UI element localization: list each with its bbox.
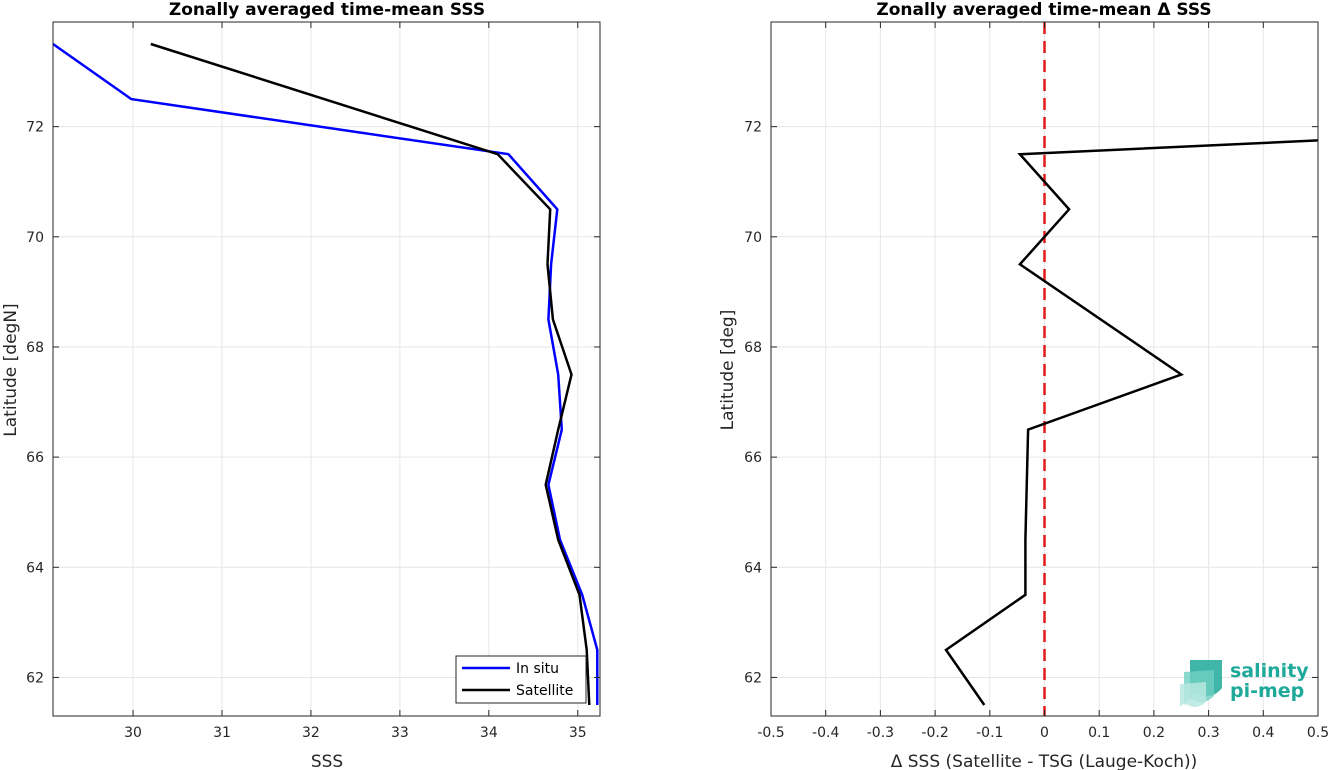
- y-tick-label: 72: [744, 120, 762, 136]
- y-tick-label: 72: [26, 120, 44, 136]
- right-y-axis-label: Latitude [deg]: [718, 310, 738, 431]
- left-chart-title: Zonally averaged time-mean SSS: [169, 0, 485, 20]
- x-tick-label: -0.5: [757, 725, 784, 741]
- legend-label-in-situ: In situ: [516, 661, 559, 677]
- x-tick-label: -0.4: [812, 725, 839, 741]
- x-tick-label: 33: [391, 725, 409, 741]
- y-tick-label: 70: [744, 230, 762, 246]
- x-tick-label: 0.1: [1088, 725, 1110, 741]
- x-tick-label: 34: [480, 725, 498, 741]
- y-tick-label: 64: [744, 560, 762, 576]
- left-axes-box: [52, 21, 601, 717]
- y-tick-label: 70: [26, 230, 44, 246]
- y-tick-label: 68: [744, 340, 762, 356]
- x-tick-label: -0.1: [976, 725, 1003, 741]
- x-tick-label: 0.4: [1252, 725, 1274, 741]
- left-series: [52, 42, 599, 706]
- left-grid: [53, 22, 600, 716]
- left-plot-area: [53, 22, 600, 716]
- right-axes: Zonally averaged time-mean Δ SSS -0.5 -0.…: [718, 0, 1329, 770]
- y-tick-label: 64: [26, 560, 44, 576]
- legend-label-satellite: Satellite: [516, 683, 573, 699]
- y-tick-label: 68: [26, 340, 44, 356]
- legend-box: [455, 655, 587, 704]
- legend: In situ Satellite: [455, 655, 587, 704]
- series-line-delta-sss: [944, 139, 1319, 706]
- series-line-in-situ: [52, 42, 599, 705]
- x-tick-label: 35: [569, 725, 587, 741]
- x-tick-label: -0.2: [921, 725, 948, 741]
- right-chart-title: Zonally averaged time-mean Δ SSS: [876, 0, 1211, 20]
- x-tick-label: 31: [213, 725, 231, 741]
- x-tick-label: -0.3: [867, 725, 894, 741]
- right-x-axis-label: Δ SSS (Satellite - TSG (Lauge-Koch)): [891, 752, 1198, 770]
- y-tick-label: 62: [26, 670, 44, 686]
- left-axes: Zonally averaged time-mean SSS 30 31 32 33 3…: [1, 0, 601, 770]
- x-tick-label: 0.2: [1143, 725, 1165, 741]
- left-x-axis-label: SSS: [311, 752, 343, 770]
- logo-line-2: pi-mep: [1230, 680, 1304, 702]
- x-tick-label: 0.3: [1197, 725, 1219, 741]
- y-tick-label: 66: [26, 450, 44, 466]
- x-tick-label: 0.5: [1307, 725, 1329, 741]
- x-tick-label: 30: [124, 725, 142, 741]
- y-tick-label: 66: [744, 450, 762, 466]
- right-series: [944, 22, 1319, 716]
- right-ticks: -0.5 -0.4 -0.3 -0.2 -0.1 0 0.1 0.2 0.3 0.4 0.5 62 64…: [744, 22, 1329, 741]
- x-tick-label: 0: [1040, 725, 1049, 741]
- logo-line-1: salinity: [1230, 660, 1309, 682]
- left-ticks: 30 31 32 33 34 35 62 64 66 68 70 72: [26, 22, 600, 741]
- left-y-axis-label: Latitude [degN]: [1, 303, 21, 436]
- series-line-satellite: [150, 42, 591, 706]
- logo-wave-icon: [1180, 660, 1222, 708]
- salinity-pimep-logo: salinity pi-mep: [1180, 660, 1309, 708]
- y-tick-label: 62: [744, 670, 762, 686]
- x-tick-label: 32: [302, 725, 320, 741]
